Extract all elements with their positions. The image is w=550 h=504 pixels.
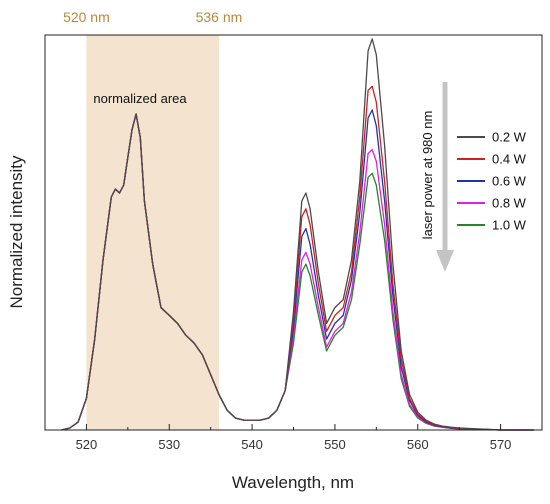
x-axis-title: Wavelength, nm (232, 473, 354, 492)
normalized-area-region (86, 35, 219, 430)
legend-label: 1.0 W (492, 218, 527, 233)
legend-label: 0.4 W (492, 152, 527, 167)
y-axis-title: Normalized intensity (7, 155, 26, 309)
top-label-536: 536 nm (196, 9, 243, 25)
legend-label: 0.8 W (492, 196, 527, 211)
x-tick-label: 570 (490, 437, 512, 452)
legend-label: 0.2 W (492, 130, 527, 145)
x-tick-label: 560 (407, 437, 429, 452)
series-layer (61, 38, 534, 431)
legend-label: 0.6 W (492, 174, 527, 189)
x-tick-label: 550 (324, 437, 346, 452)
x-tick-label: 530 (158, 437, 180, 452)
series-line-0-2-W (61, 38, 534, 431)
x-axis-ticks: 520 530 540 550 560 570 (44, 424, 543, 452)
normalized-area-label: normalized area (93, 91, 187, 106)
x-tick-label: 540 (241, 437, 263, 452)
laser-power-label: laser power at 980 nm (420, 111, 435, 240)
top-label-520: 520 nm (63, 9, 110, 25)
arrow-head (436, 250, 454, 272)
legend: 0.2 W 0.4 W 0.6 W 0.8 W 1.0 W (457, 130, 527, 233)
laser-power-arrow (436, 82, 454, 272)
x-tick-label: 520 (76, 437, 98, 452)
